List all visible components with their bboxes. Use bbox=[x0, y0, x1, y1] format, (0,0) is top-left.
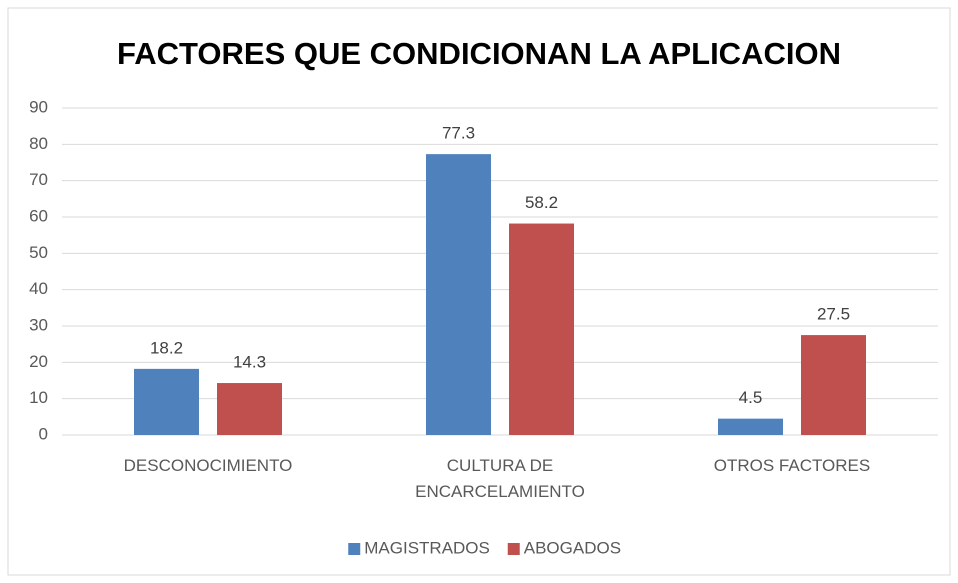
bar bbox=[718, 418, 783, 435]
y-tick-label: 90 bbox=[29, 97, 48, 116]
data-label: 77.3 bbox=[442, 124, 475, 143]
data-label: 58.2 bbox=[525, 193, 558, 212]
legend-swatch bbox=[348, 543, 361, 555]
bar bbox=[217, 383, 282, 435]
legend-label: MAGISTRADOS bbox=[364, 538, 490, 557]
y-tick-label: 10 bbox=[29, 388, 48, 407]
x-tick-label: OTROS FACTORES bbox=[713, 456, 871, 475]
y-tick-label: 70 bbox=[29, 170, 48, 189]
y-tick-label: 40 bbox=[29, 279, 48, 298]
data-label: 18.2 bbox=[150, 338, 183, 357]
y-tick-label: 30 bbox=[29, 315, 48, 334]
x-tick-label: CULTURA DE ENCARCELAMIENTO bbox=[415, 456, 585, 501]
y-tick-label: 20 bbox=[29, 352, 48, 371]
y-tick-label: 50 bbox=[29, 243, 48, 262]
x-tick-label: DESCONOCIMIENTO bbox=[123, 456, 293, 475]
bar bbox=[426, 154, 491, 436]
y-tick-label: 60 bbox=[29, 206, 48, 225]
y-tick-label: 0 bbox=[39, 424, 48, 443]
legend-label: ABOGADOS bbox=[524, 538, 621, 557]
legend-swatch bbox=[507, 543, 520, 555]
bar bbox=[134, 368, 199, 435]
data-label: 4.5 bbox=[739, 388, 763, 407]
chart-title: FACTORES QUE CONDICIONAN LA APLICACION bbox=[117, 36, 841, 71]
data-label: 14.3 bbox=[233, 353, 266, 372]
bar bbox=[801, 335, 866, 435]
y-tick-label: 80 bbox=[29, 134, 48, 153]
bar bbox=[509, 223, 574, 435]
data-label: 27.5 bbox=[817, 305, 850, 324]
